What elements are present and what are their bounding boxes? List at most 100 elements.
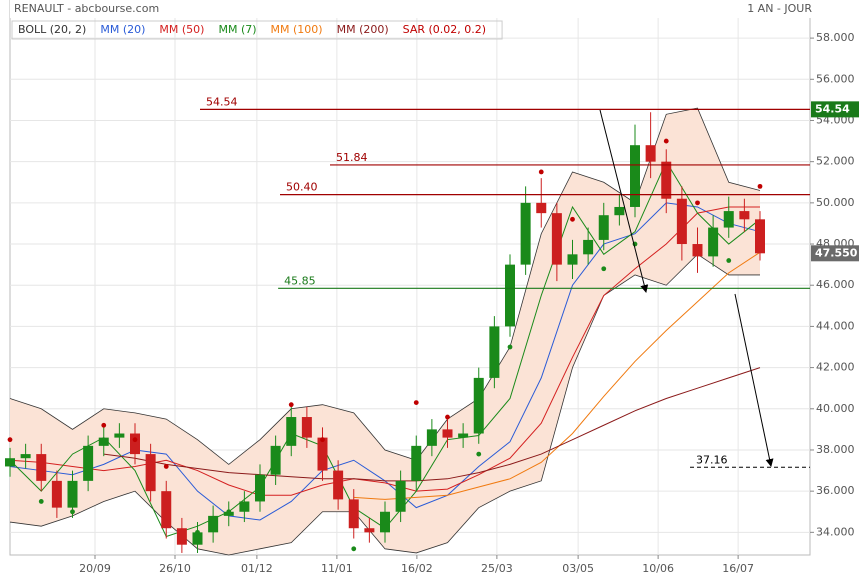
- ma-line: [9, 206, 760, 496]
- candle-body: [348, 499, 359, 529]
- candle-body: [255, 474, 265, 502]
- candle-body: [442, 429, 453, 438]
- sar-dot: [163, 464, 169, 469]
- candle-body: [380, 511, 390, 533]
- candle-body: [333, 470, 344, 500]
- sar-dot: [601, 266, 607, 272]
- sar-dot: [288, 402, 294, 408]
- candle-body: [5, 458, 15, 467]
- legend: BOLL (20, 2) MM (20) MM (50) MM (7) MM (100)…: [11, 20, 503, 40]
- legend-entry: MM (100): [271, 23, 323, 36]
- sar-dot: [320, 437, 325, 443]
- candle-body: [411, 445, 422, 481]
- sar-dot: [476, 451, 482, 457]
- sar-dot: [226, 509, 232, 515]
- sar-dot: [132, 437, 138, 443]
- y-tick-label: 40.000: [816, 402, 855, 415]
- price-tag-label: 54.54: [815, 102, 850, 115]
- chart-title: RENAULT - abcbourse.com: [14, 2, 159, 15]
- legend-box: [11, 20, 503, 40]
- legend-entry: SAR (0.02, 0.2): [403, 23, 486, 36]
- candle-body: [723, 211, 734, 228]
- price-tag-label: 47.550: [815, 246, 858, 259]
- candle-body: [739, 211, 750, 220]
- legend-entry: MM (7): [218, 23, 256, 36]
- candle-body: [145, 454, 156, 492]
- y-tick-label: 46.000: [816, 278, 855, 291]
- candle-body: [598, 215, 609, 240]
- candle-body: [208, 515, 219, 533]
- candle-body: [36, 454, 47, 481]
- candle-body: [676, 198, 687, 245]
- sar-dot: [38, 499, 44, 504]
- moving-averages: [9, 160, 761, 538]
- ma-line: [353, 251, 761, 500]
- sar: [7, 138, 763, 552]
- axis: 34.000 36.000 38.000 40.000 42.000 44.000 46.0…: [79, 31, 859, 575]
- sar-dot: [351, 546, 357, 552]
- x-tick-label: 20/09: [79, 562, 111, 575]
- y-tick-label: 42.000: [816, 361, 855, 374]
- candle-body: [161, 491, 172, 529]
- ma-line: [103, 367, 761, 482]
- candle-body: [83, 445, 94, 481]
- level-label: 51.84: [336, 151, 368, 164]
- x-tick-label: 16/07: [722, 562, 754, 575]
- candle-body: [20, 454, 31, 459]
- candle-body: [755, 219, 765, 254]
- price-tag: [811, 101, 859, 118]
- level-label: 37.16: [696, 453, 728, 466]
- candle-body: [583, 239, 594, 255]
- level-label: 45.85: [284, 274, 316, 287]
- candle-body: [239, 501, 250, 512]
- candle-body: [458, 433, 469, 438]
- sar-dot: [445, 414, 450, 420]
- candle-body: [630, 145, 640, 207]
- candle-body: [395, 480, 406, 512]
- candle-body: [473, 377, 484, 434]
- y-tick-label: 36.000: [816, 484, 855, 497]
- y-tick-label: 44.000: [816, 319, 855, 332]
- candle-body: [536, 202, 547, 214]
- sar-dot: [7, 437, 13, 443]
- sar-dot: [726, 258, 732, 263]
- sar-dot: [195, 529, 200, 535]
- sar-dot: [70, 509, 75, 515]
- legend-entry: BOLL (20, 2): [18, 23, 86, 36]
- candle-body: [301, 417, 312, 438]
- header-bar: [10, 0, 860, 18]
- price-tag: [811, 245, 859, 262]
- candle-body: [645, 145, 656, 162]
- candle-body: [192, 532, 203, 545]
- legend-entry: MM (200): [337, 23, 389, 36]
- candle-body: [426, 429, 437, 446]
- y-tick-label: 52.000: [816, 155, 855, 168]
- arrow: [599, 109, 649, 293]
- candle-body: [98, 437, 109, 446]
- candle-body: [692, 244, 703, 257]
- legend-entry: MM (50): [159, 23, 204, 36]
- level-label: 50.40: [286, 181, 318, 194]
- candle-body: [364, 528, 375, 533]
- sar-dot: [757, 183, 763, 189]
- candle-body: [708, 227, 719, 257]
- y-tick-label: 56.000: [816, 72, 855, 85]
- bollinger-lower: [9, 253, 760, 556]
- sar-dot: [695, 200, 700, 206]
- candle-body: [661, 161, 672, 199]
- arrow: [734, 293, 774, 467]
- sar-dot: [101, 422, 107, 428]
- candle-body: [270, 445, 281, 475]
- candle-body: [67, 480, 78, 508]
- candle-body: [130, 433, 140, 455]
- candles: [5, 112, 765, 553]
- candle-body: [51, 480, 62, 508]
- x-tick-label: 25/03: [481, 562, 513, 575]
- candle-body: [114, 433, 125, 438]
- candle-body: [551, 213, 562, 265]
- arrows: [599, 109, 774, 467]
- candle-body: [567, 254, 578, 265]
- candle-body: [176, 528, 187, 545]
- x-tick-label: 10/06: [642, 562, 674, 575]
